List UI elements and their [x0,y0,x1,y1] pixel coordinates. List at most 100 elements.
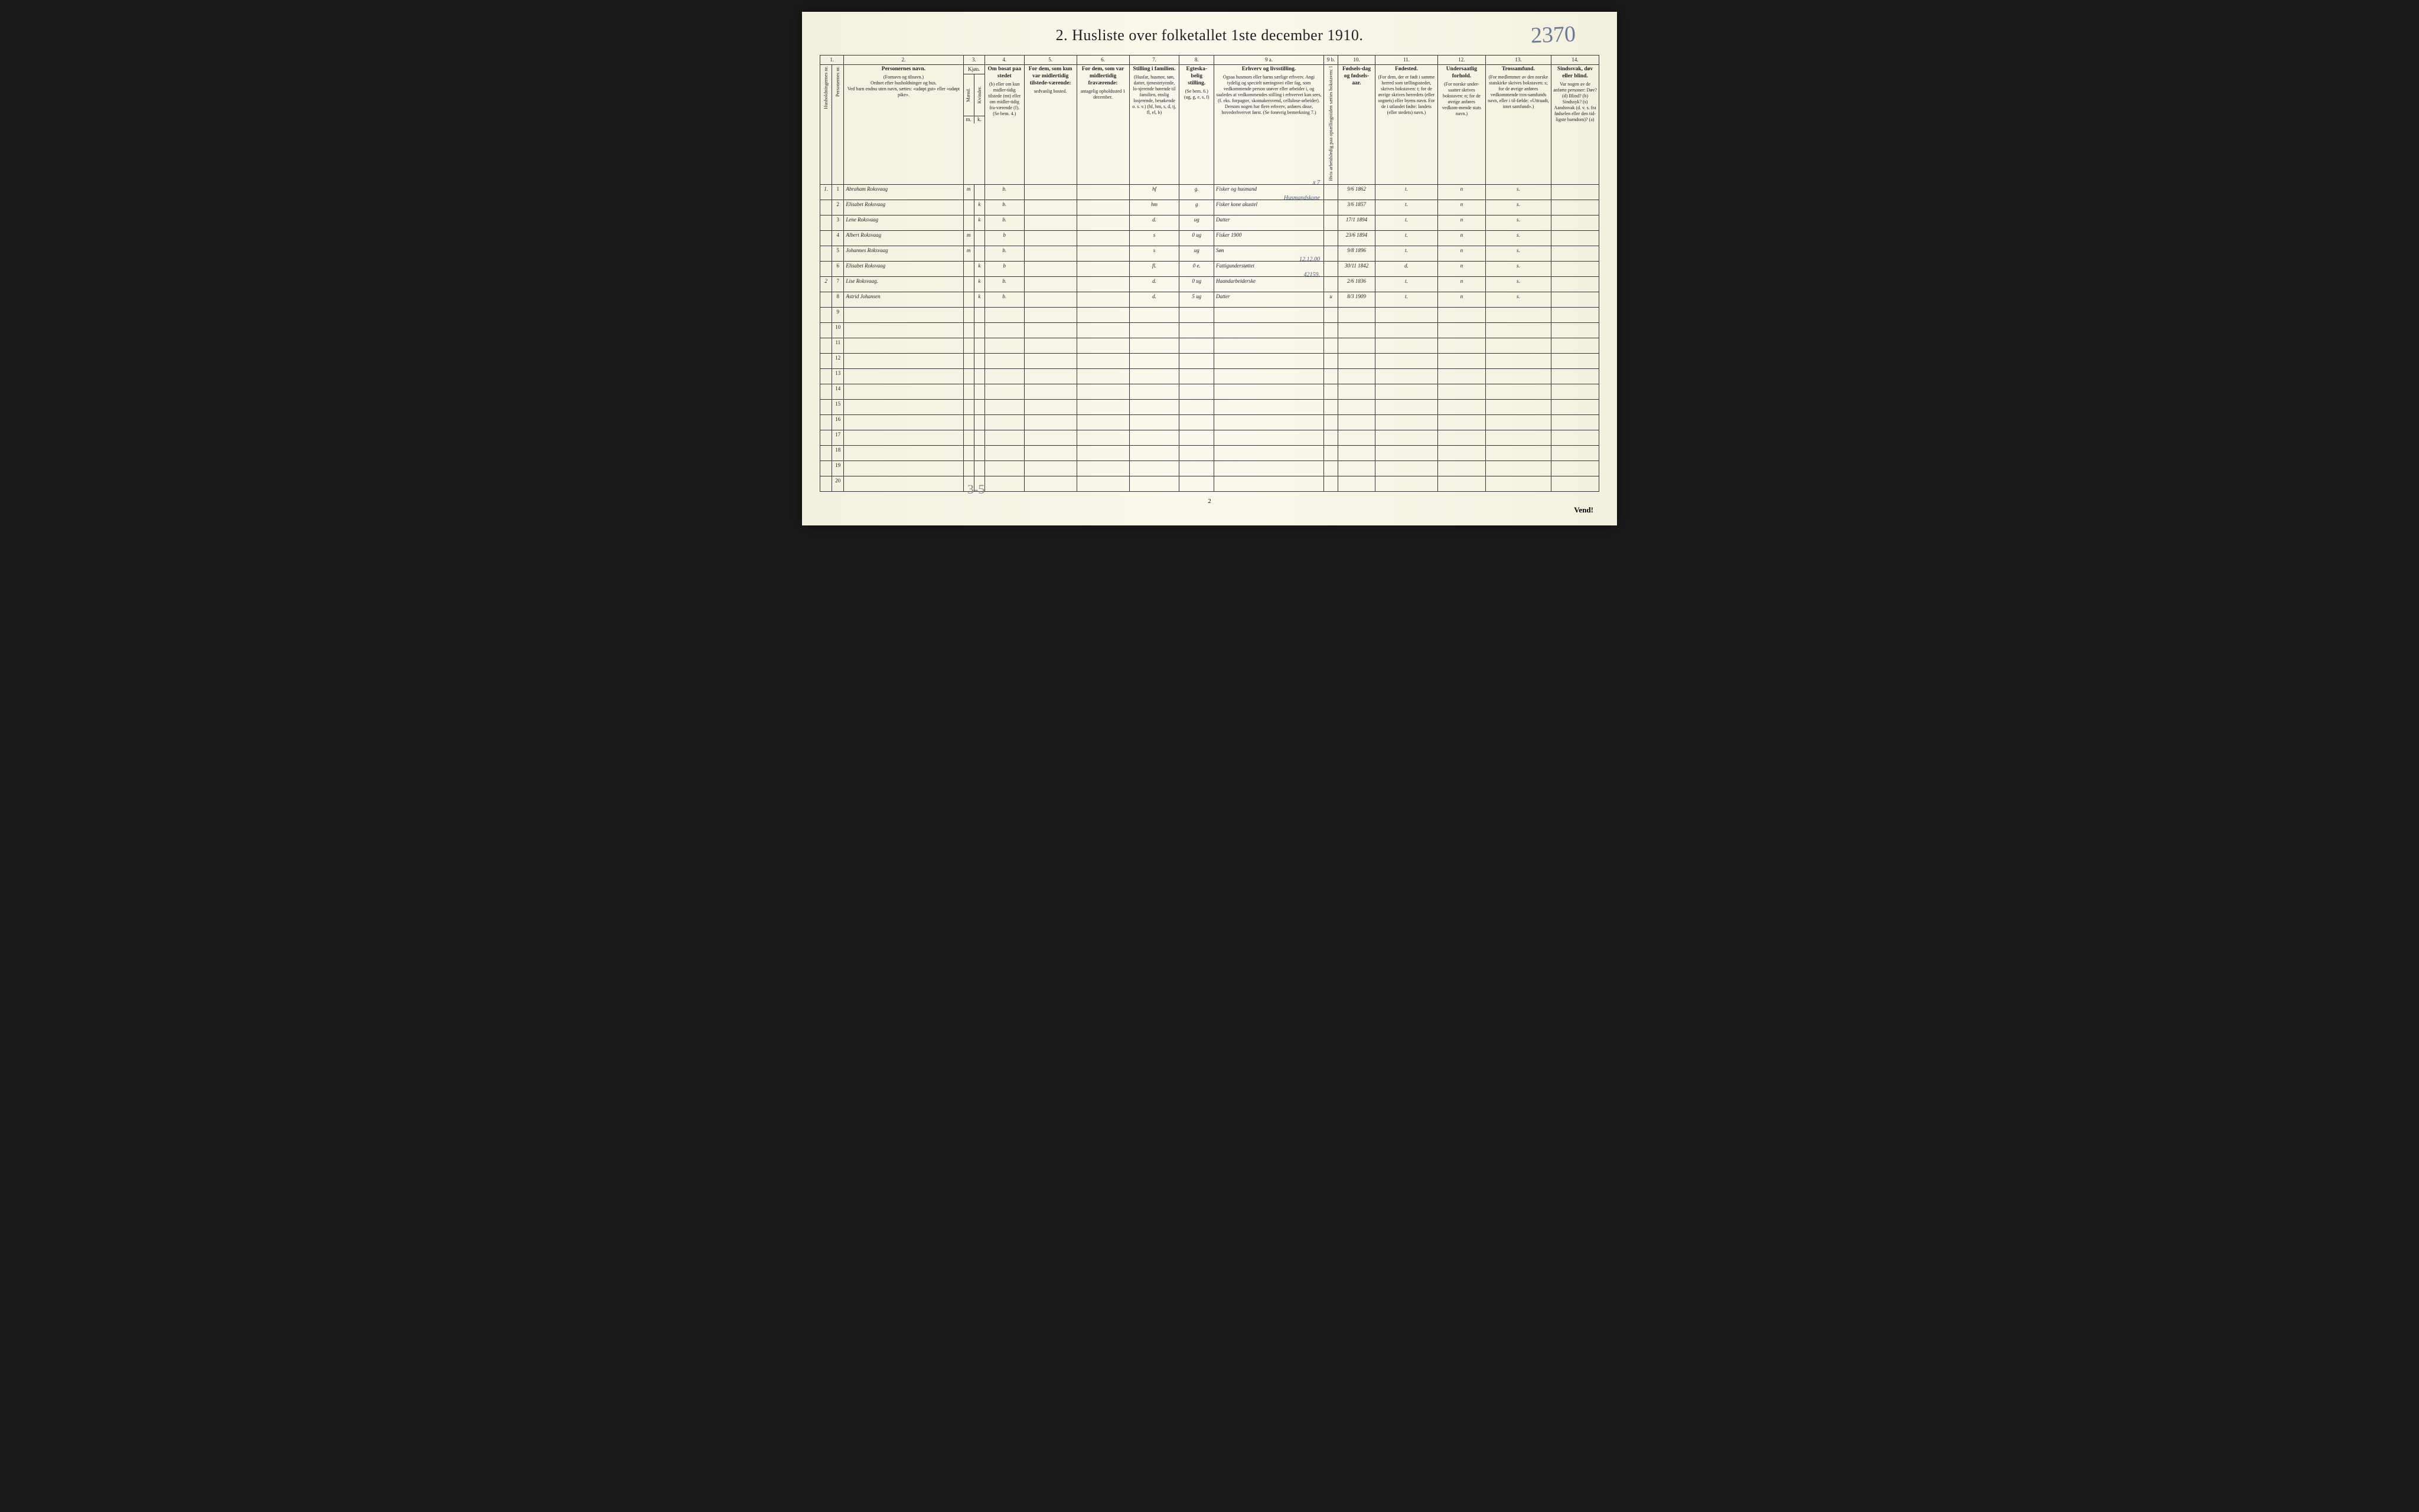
cell-bosat: b. [984,184,1024,200]
cell-tros: s. [1485,184,1551,200]
cell-fod: 8/3 1909 [1338,292,1375,307]
cell-empty [1214,414,1324,430]
cell-empty [974,384,984,399]
cell-sex_k [974,246,984,261]
cell-fod: 17/1 1894 [1338,215,1375,230]
cell-c14 [1551,200,1599,215]
cell-empty [1375,476,1437,491]
cell-empty [844,368,963,384]
cell-empty [1077,368,1129,384]
cell-empty: 20 [832,476,844,491]
cell-empty [1214,384,1324,399]
cell-empty: 19 [832,461,844,476]
cell-empty [1323,399,1338,414]
cell-empty [1438,476,1486,491]
colnum-4: 4. [984,55,1024,65]
colnum-6: 6. [1077,55,1129,65]
cell-empty [1129,307,1179,322]
cell-pnr: 7 [832,276,844,292]
cell-pnr: 2 [832,200,844,215]
table-row-empty: 16 [820,414,1599,430]
cell-fam: d. [1129,292,1179,307]
header-midlertidig-fravaerende: For dem, som var midlertidig fraværende:… [1077,65,1129,185]
cell-empty [1214,307,1324,322]
cell-empty [1129,384,1179,399]
cell-sex_m [963,200,974,215]
cell-egte: 0 ug [1179,276,1214,292]
annotation: x 7 [1313,179,1320,186]
header-egteskab: Egteska-belig stilling. (Se bem. 6.) (ug… [1179,65,1214,185]
cell-empty [1338,368,1375,384]
cell-empty [974,368,984,384]
colnum-7: 7. [1129,55,1179,65]
cell-empty [984,307,1024,322]
cell-empty [1077,476,1129,491]
cell-empty [1214,338,1324,353]
cell-under: n [1438,292,1486,307]
cell-sex_m: m [963,246,974,261]
cell-empty [1024,307,1077,322]
cell-empty [1438,399,1486,414]
cell-egte: g. [1179,184,1214,200]
cell-c14 [1551,246,1599,261]
cell-l [1323,184,1338,200]
cell-bosat: b. [984,246,1024,261]
colnum-11: 11. [1375,55,1437,65]
cell-empty [820,414,832,430]
cell-egte: 5 ug [1179,292,1214,307]
cell-empty [1077,414,1129,430]
cell-empty [984,353,1024,368]
cell-empty [974,338,984,353]
cell-empty [1375,384,1437,399]
cell-fod: 9/6 1862 [1338,184,1375,200]
cell-empty [1179,399,1214,414]
cell-empty [963,414,974,430]
cell-pnr: 1 [832,184,844,200]
cell-empty [1077,430,1129,445]
cell-erhverv: Haandarbeiderske42159. [1214,276,1324,292]
cell-tros: s. [1485,215,1551,230]
table-row-empty: 19 [820,461,1599,476]
cell-empty [1024,353,1077,368]
cell-empty [1214,368,1324,384]
cell-pnr: 5 [832,246,844,261]
cell-empty [1438,338,1486,353]
cell-empty [974,307,984,322]
cell-pnr: 8 [832,292,844,307]
cell-empty [1323,353,1338,368]
cell-empty [844,414,963,430]
cell-empty [844,353,963,368]
cell-sex_m: m [963,230,974,246]
cell-empty [1438,445,1486,461]
cell-bosat: b [984,230,1024,246]
table-row: 5Johannes Roksvaagmb.sugSøn9/8 1896t.ns. [820,246,1599,261]
cell-under: n [1438,261,1486,276]
colnum-14: 14. [1551,55,1599,65]
table-row: 27Lise Roksvaag.kb.d.0 ugHaandarbeidersk… [820,276,1599,292]
cell-empty [974,430,984,445]
cell-empty [1485,338,1551,353]
cell-empty: 16 [832,414,844,430]
cell-empty [820,430,832,445]
table-row-empty: 10 [820,322,1599,338]
cell-empty [1024,461,1077,476]
cell-empty [1485,399,1551,414]
cell-empty [1214,461,1324,476]
cell-erhverv: Fisker kone akustelHusmandskone [1214,200,1324,215]
table-row-empty: 9 [820,307,1599,322]
cell-empty [1375,307,1437,322]
cell-c5 [1024,261,1077,276]
cell-empty [1485,307,1551,322]
cell-sex_k: k [974,292,984,307]
cell-empty [1438,414,1486,430]
cell-empty [1551,461,1599,476]
cell-empty: 13 [832,368,844,384]
table-row: 8Astrid Johansenkb.d.5 ugDatteru8/3 1909… [820,292,1599,307]
cell-empty [1024,338,1077,353]
cell-fam: fl. [1129,261,1179,276]
cell-sex_k: k [974,200,984,215]
cell-sted: t. [1375,292,1437,307]
cell-empty [974,399,984,414]
cell-empty [1179,307,1214,322]
cell-tros: s. [1485,246,1551,261]
